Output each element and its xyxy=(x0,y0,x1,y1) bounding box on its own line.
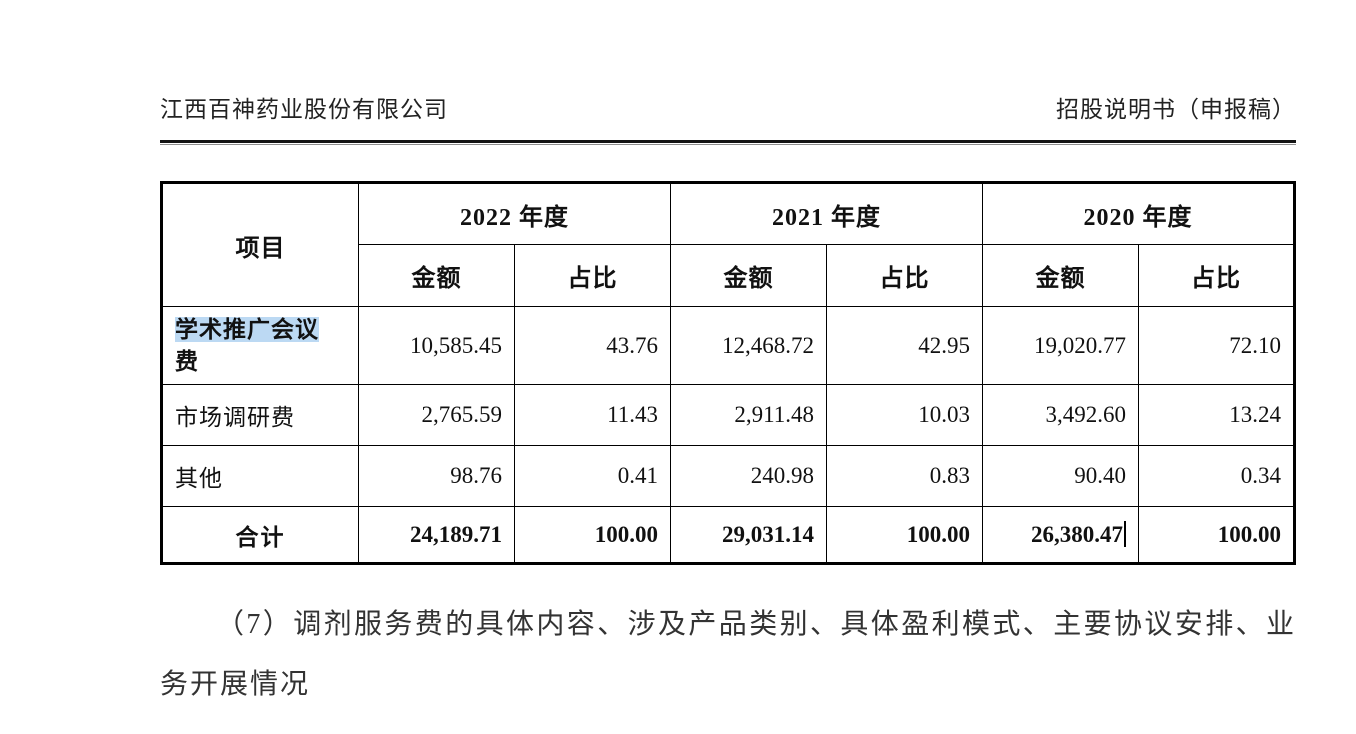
col-header-2020-ratio: 占比 xyxy=(1138,244,1295,307)
cell-2020-amount: 3,492.60 xyxy=(982,384,1139,446)
header-rule-thick xyxy=(160,140,1296,143)
cell-2021-amount: 240.98 xyxy=(670,445,827,507)
row-label-other: 其他 xyxy=(161,445,359,507)
col-header-2021: 2021 年度 xyxy=(670,182,983,245)
col-header-2020: 2020 年度 xyxy=(982,182,1295,245)
cell-2020-amount-total: 26,380.47 xyxy=(982,506,1139,564)
cell-value: 26,380.47 xyxy=(1031,522,1123,547)
cell-2022-amount-total: 24,189.71 xyxy=(358,506,515,564)
cell-2022-ratio: 0.41 xyxy=(514,445,671,507)
cell-2022-amount: 2,765.59 xyxy=(358,384,515,446)
company-name: 江西百神药业股份有限公司 xyxy=(160,97,448,122)
cell-2020-ratio: 13.24 xyxy=(1138,384,1295,446)
cell-2020-amount: 90.40 xyxy=(982,445,1139,507)
cell-2020-ratio: 0.34 xyxy=(1138,445,1295,507)
table-row-other: 其他 98.76 0.41 240.98 0.83 90.40 0.34 xyxy=(161,445,1295,507)
row-label-academic-promotion: 学术推广会议 费 xyxy=(161,306,359,385)
cell-2022-ratio: 43.76 xyxy=(514,306,671,385)
cell-2022-ratio: 11.43 xyxy=(514,384,671,446)
col-header-item: 项目 xyxy=(161,182,359,307)
cell-2022-ratio-total: 100.00 xyxy=(514,506,671,564)
cell-2021-amount: 12,468.72 xyxy=(670,306,827,385)
table-row-total: 合计 24,189.71 100.00 29,031.14 100.00 26,… xyxy=(161,506,1295,564)
doc-title: 招股说明书（申报稿） xyxy=(1056,97,1296,122)
document-header: 江西百神药业股份有限公司 招股说明书（申报稿） xyxy=(160,0,1296,124)
cell-2021-ratio: 42.95 xyxy=(826,306,983,385)
col-header-2020-amount: 金额 xyxy=(982,244,1139,307)
col-header-2021-ratio: 占比 xyxy=(826,244,983,307)
cell-2022-amount: 98.76 xyxy=(358,445,515,507)
col-header-2022: 2022 年度 xyxy=(358,182,671,245)
cell-2020-ratio: 72.10 xyxy=(1138,306,1295,385)
row-label-line2: 费 xyxy=(175,348,199,374)
table-row-academic-promotion: 学术推广会议 费 10,585.45 43.76 12,468.72 42.95… xyxy=(161,306,1295,385)
cell-2020-ratio-total: 100.00 xyxy=(1138,506,1295,564)
text-caret xyxy=(1124,521,1126,547)
cell-2021-amount: 2,911.48 xyxy=(670,384,827,446)
row-label-line1: 学术推广会议 xyxy=(175,314,346,345)
cell-2020-amount: 19,020.77 xyxy=(982,306,1139,385)
cell-2021-ratio: 10.03 xyxy=(826,384,983,446)
row-label-total: 合计 xyxy=(161,506,359,564)
body-paragraph: （7）调剂服务费的具体内容、涉及产品类别、具体盈利模式、主要协议安排、业务开展情… xyxy=(160,609,1296,700)
cell-2021-amount-total: 29,031.14 xyxy=(670,506,827,564)
col-header-2021-amount: 金额 xyxy=(670,244,827,307)
cell-2022-amount: 10,585.45 xyxy=(358,306,515,385)
row-label-market-research: 市场调研费 xyxy=(161,384,359,446)
col-header-2022-amount: 金额 xyxy=(358,244,515,307)
cell-2021-ratio: 0.83 xyxy=(826,445,983,507)
expense-table: 项目 2022 年度 2021 年度 2020 年度 金额 占比 金额 占比 金… xyxy=(160,181,1296,565)
table-row-market-research: 市场调研费 2,765.59 11.43 2,911.48 10.03 3,49… xyxy=(161,384,1295,446)
table-header-years: 项目 2022 年度 2021 年度 2020 年度 xyxy=(161,182,1295,307)
selected-text-highlight: 学术推广会议 xyxy=(175,317,319,343)
cell-2021-ratio-total: 100.00 xyxy=(826,506,983,564)
col-header-2022-ratio: 占比 xyxy=(514,244,671,307)
header-rule-thin xyxy=(160,144,1296,145)
